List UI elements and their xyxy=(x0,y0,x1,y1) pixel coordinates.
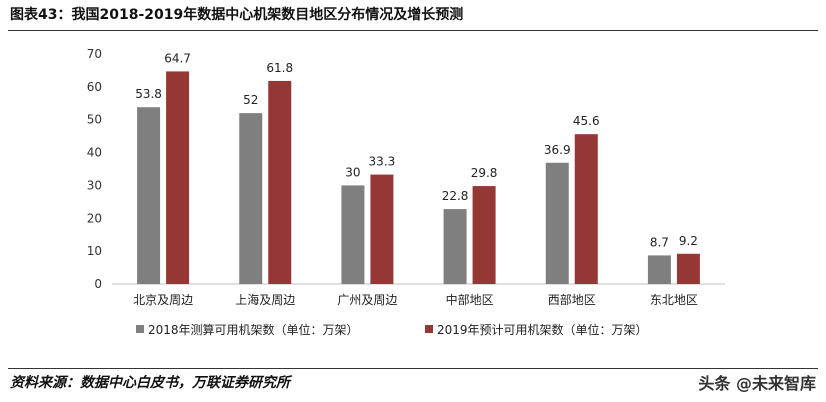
category-label: 广州及周边 xyxy=(337,293,397,307)
category-label: 西部地区 xyxy=(548,292,596,307)
legend-swatch xyxy=(136,325,144,333)
y-tick-label: 60 xyxy=(87,80,102,94)
data-label: 64.7 xyxy=(164,51,191,65)
watermark: 头条 @未来智库 xyxy=(698,374,816,393)
legend-label: 2018年测算可用机架数（单位：万架） xyxy=(148,322,359,337)
bar-2018 xyxy=(647,255,671,284)
category-label: 东北地区 xyxy=(650,293,698,307)
y-tick-label: 40 xyxy=(87,146,102,160)
legend-swatch xyxy=(425,325,433,333)
data-label: 45.6 xyxy=(573,114,600,128)
data-label: 29.8 xyxy=(471,166,498,180)
y-tick-label: 50 xyxy=(87,113,102,127)
title-divider xyxy=(8,30,818,31)
data-label: 52 xyxy=(243,93,258,107)
bar-2018 xyxy=(545,162,569,284)
bar-2018 xyxy=(443,209,467,284)
data-label: 22.8 xyxy=(442,189,469,203)
bar-2018 xyxy=(341,185,365,284)
data-label: 61.8 xyxy=(266,61,293,75)
source-note: 资料来源：数据中心白皮书，万联证券研究所 xyxy=(10,375,290,391)
category-label: 中部地区 xyxy=(446,292,494,307)
data-label: 33.3 xyxy=(369,155,396,169)
bar-2019 xyxy=(574,134,598,284)
data-label: 8.7 xyxy=(650,235,669,249)
y-tick-label: 30 xyxy=(87,178,102,192)
bar-2018 xyxy=(137,107,161,284)
bar-2019 xyxy=(472,186,496,284)
bar-2019 xyxy=(370,174,394,284)
category-label: 上海及周边 xyxy=(235,292,295,307)
bar-2019 xyxy=(166,71,190,284)
data-label: 9.2 xyxy=(679,234,698,248)
bar-2019 xyxy=(268,80,292,284)
y-tick-label: 0 xyxy=(94,277,102,291)
data-label: 36.9 xyxy=(544,143,571,157)
source-divider xyxy=(8,368,818,369)
y-tick-label: 70 xyxy=(87,47,102,61)
bar-2018 xyxy=(239,113,263,285)
bar-2019 xyxy=(676,253,700,284)
y-tick-label: 20 xyxy=(87,211,102,225)
data-label: 30 xyxy=(345,165,360,179)
bar-chart: 0 10 20 30 40 50 60 70 53.8 64.7 北京及周边 52 61.8 上海及周边 3… xyxy=(87,47,725,337)
legend-label: 2019年预计可用机架数（单位：万架） xyxy=(437,322,648,337)
data-label: 53.8 xyxy=(135,87,162,101)
category-label: 北京及周边 xyxy=(133,293,193,307)
chart-title: 图表43：我国2018-2019年数据中心机架数目地区分布情况及增长预测 xyxy=(10,7,464,23)
y-tick-label: 10 xyxy=(87,244,102,258)
